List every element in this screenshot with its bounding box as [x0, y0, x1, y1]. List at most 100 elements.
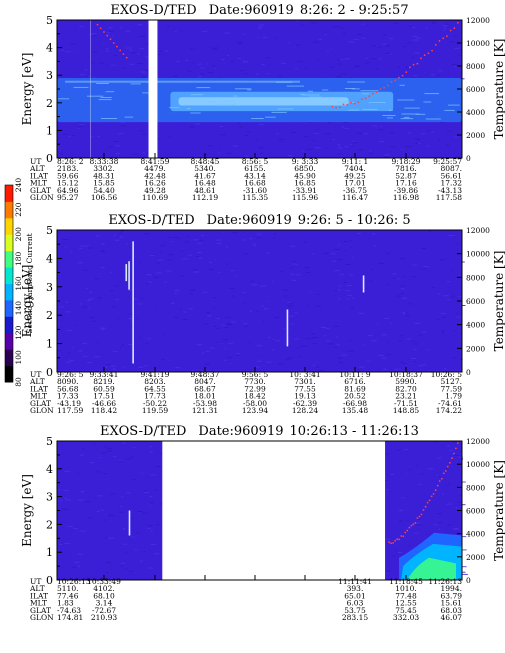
- noise-cell: [205, 364, 210, 365]
- noise-cell: [141, 53, 143, 54]
- noise-cell: [183, 319, 188, 320]
- noise-cell: [231, 270, 235, 271]
- noise-cell: [66, 362, 71, 363]
- noise-cell: [225, 324, 231, 325]
- noise-cell: [95, 278, 99, 279]
- noise-cell: [298, 61, 304, 62]
- noise-cell: [67, 330, 73, 331]
- noise-cell: [195, 124, 201, 125]
- noise-cell: [421, 474, 423, 475]
- temperature-point: [449, 462, 451, 464]
- noise-cell: [232, 296, 234, 297]
- noise-cell: [357, 34, 362, 35]
- noise-cell: [290, 246, 295, 247]
- noise-cell: [106, 562, 111, 563]
- noise-cell: [257, 234, 261, 235]
- temperature-point: [455, 448, 457, 450]
- noise-cell: [180, 309, 182, 310]
- orbit-value: 148.85: [393, 406, 419, 415]
- y2-tick-label: 6000: [466, 507, 485, 516]
- noise-cell: [122, 68, 125, 69]
- noise-cell: [139, 561, 143, 562]
- noise-cell: [400, 286, 404, 287]
- noise-cell: [198, 243, 202, 244]
- noise-cell: [342, 127, 344, 128]
- temperature-point: [433, 493, 435, 495]
- noise-cell: [80, 124, 85, 125]
- orbit-value: 112.19: [192, 193, 218, 202]
- noise-cell: [288, 42, 290, 43]
- temperature-point: [427, 502, 429, 504]
- band-texture: [251, 118, 264, 119]
- noise-cell: [430, 527, 431, 528]
- noise-cell: [63, 134, 68, 135]
- noise-cell: [76, 473, 79, 474]
- noise-cell: [71, 555, 72, 556]
- colorbar-segment: [5, 316, 13, 333]
- noise-cell: [411, 341, 415, 342]
- noise-cell: [427, 350, 429, 351]
- noise-cell: [379, 58, 382, 59]
- temperature-point: [424, 54, 426, 56]
- noise-cell: [149, 446, 152, 447]
- noise-cell: [98, 297, 101, 298]
- noise-cell: [448, 524, 453, 525]
- noise-cell: [207, 315, 212, 316]
- noise-cell: [296, 274, 301, 275]
- noise-cell: [384, 539, 390, 540]
- noise-cell: [214, 259, 215, 260]
- noise-cell: [97, 342, 99, 343]
- noise-cell: [442, 332, 445, 333]
- noise-cell: [65, 51, 71, 52]
- noise-cell: [288, 303, 294, 304]
- colorbar-segment: [5, 349, 13, 366]
- noise-cell: [458, 55, 460, 56]
- orbit-value: 46.07: [441, 613, 463, 622]
- noise-cell: [291, 132, 296, 133]
- noise-cell: [135, 549, 138, 550]
- y-tick-label: 3: [46, 281, 53, 294]
- noise-cell: [400, 293, 404, 294]
- y2-tick-label: 8000: [466, 62, 485, 71]
- noise-cell: [174, 317, 179, 318]
- noise-cell: [128, 318, 132, 319]
- noise-cell: [147, 338, 150, 339]
- band-texture: [196, 87, 210, 88]
- band-texture: [99, 99, 112, 100]
- y-tick-label: 0: [46, 366, 53, 379]
- temperature-point: [398, 77, 400, 79]
- temperature-point: [380, 88, 382, 90]
- temperature-point: [423, 509, 425, 511]
- noise-cell: [284, 295, 287, 296]
- noise-cell: [93, 497, 94, 498]
- noise-cell: [379, 141, 384, 142]
- signal-streak: [132, 241, 134, 363]
- noise-cell: [114, 286, 119, 287]
- noise-cell: [226, 246, 229, 247]
- noise-cell: [359, 367, 365, 368]
- band-texture: [322, 90, 328, 91]
- noise-cell: [116, 145, 120, 146]
- noise-cell: [222, 325, 226, 326]
- noise-cell: [213, 326, 216, 327]
- y-tick-label: 1: [46, 124, 53, 137]
- noise-cell: [91, 33, 97, 34]
- noise-cell: [90, 136, 92, 137]
- temperature-point: [445, 470, 447, 472]
- noise-cell: [326, 148, 328, 149]
- noise-cell: [123, 544, 127, 545]
- noise-cell: [459, 275, 460, 276]
- noise-cell: [250, 281, 255, 282]
- noise-cell: [256, 237, 261, 238]
- temperature-point: [335, 107, 337, 109]
- noise-cell: [88, 308, 89, 309]
- noise-cell: [142, 134, 147, 135]
- noise-cell: [72, 135, 75, 136]
- noise-cell: [173, 237, 177, 238]
- noise-cell: [143, 152, 145, 153]
- noise-cell: [139, 25, 143, 26]
- noise-cell: [123, 528, 126, 529]
- noise-cell: [440, 259, 444, 260]
- noise-cell: [76, 325, 78, 326]
- noise-cell: [196, 256, 200, 257]
